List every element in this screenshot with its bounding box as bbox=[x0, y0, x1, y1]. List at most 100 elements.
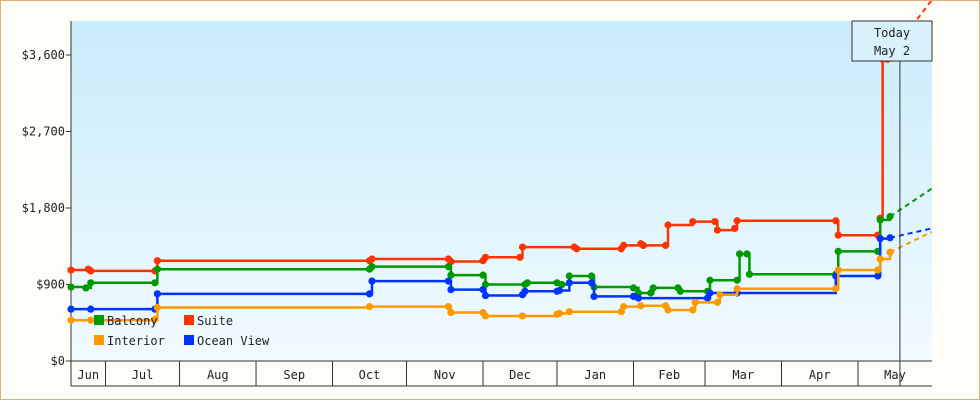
data-point[interactable] bbox=[365, 290, 374, 298]
data-point[interactable] bbox=[481, 312, 490, 320]
data-point[interactable] bbox=[629, 284, 638, 292]
data-point[interactable] bbox=[661, 241, 670, 249]
data-point[interactable] bbox=[518, 243, 527, 251]
data-point[interactable] bbox=[834, 247, 842, 255]
data-point[interactable] bbox=[587, 279, 596, 287]
data-point[interactable] bbox=[733, 217, 741, 225]
data-point[interactable] bbox=[590, 292, 598, 300]
data-point[interactable] bbox=[523, 279, 532, 287]
data-point[interactable] bbox=[735, 250, 744, 258]
data-point[interactable] bbox=[151, 315, 159, 323]
data-point[interactable] bbox=[87, 305, 95, 313]
legend-label: Balcony bbox=[107, 314, 158, 328]
y-tick-label: $3,600 bbox=[22, 48, 65, 62]
data-point[interactable] bbox=[565, 272, 573, 280]
y-axis: $0 $900 $1,800 $2,700 $3,600 bbox=[22, 21, 72, 368]
data-point[interactable] bbox=[620, 303, 628, 311]
data-point[interactable] bbox=[573, 245, 581, 253]
data-point[interactable] bbox=[479, 286, 487, 294]
data-point[interactable] bbox=[481, 291, 490, 300]
legend-swatch bbox=[184, 335, 194, 345]
data-point[interactable] bbox=[587, 272, 596, 280]
data-point[interactable] bbox=[151, 279, 159, 287]
data-point[interactable] bbox=[516, 253, 524, 261]
data-point[interactable] bbox=[832, 285, 840, 293]
data-point[interactable] bbox=[518, 312, 527, 320]
y-tick-label: $900 bbox=[36, 278, 65, 292]
data-point[interactable] bbox=[706, 276, 714, 284]
data-point[interactable] bbox=[689, 306, 697, 314]
data-point[interactable] bbox=[479, 271, 487, 279]
data-point[interactable] bbox=[637, 302, 645, 310]
legend-swatch bbox=[184, 315, 194, 325]
y-tick-label: $2,700 bbox=[22, 125, 65, 139]
data-point[interactable] bbox=[713, 298, 721, 306]
data-point[interactable] bbox=[153, 303, 161, 312]
data-point[interactable] bbox=[481, 253, 490, 261]
data-point[interactable] bbox=[555, 286, 564, 295]
month-label: Jun bbox=[77, 368, 99, 382]
data-point[interactable] bbox=[874, 266, 882, 274]
data-point[interactable] bbox=[87, 316, 95, 324]
data-point[interactable] bbox=[521, 287, 529, 295]
data-point[interactable] bbox=[876, 255, 884, 263]
data-point[interactable] bbox=[676, 287, 684, 295]
data-point[interactable] bbox=[447, 308, 455, 317]
legend-label: Ocean View bbox=[197, 334, 270, 348]
data-point[interactable] bbox=[153, 290, 161, 298]
data-point[interactable] bbox=[876, 216, 884, 224]
data-point[interactable] bbox=[368, 277, 376, 285]
data-point[interactable] bbox=[834, 231, 842, 239]
data-point[interactable] bbox=[67, 316, 75, 324]
data-point[interactable] bbox=[691, 298, 699, 306]
data-point[interactable] bbox=[447, 286, 455, 294]
data-point[interactable] bbox=[639, 241, 647, 249]
data-point[interactable] bbox=[716, 291, 724, 299]
data-point[interactable] bbox=[713, 226, 721, 234]
data-point[interactable] bbox=[731, 224, 739, 232]
data-point[interactable] bbox=[649, 284, 657, 292]
data-point[interactable] bbox=[444, 303, 453, 311]
data-point[interactable] bbox=[664, 221, 672, 229]
data-point[interactable] bbox=[565, 279, 573, 287]
data-point[interactable] bbox=[745, 270, 754, 278]
series-ocean-view bbox=[67, 227, 933, 313]
month-label: Sep bbox=[283, 368, 305, 382]
data-point[interactable] bbox=[555, 309, 564, 317]
data-point[interactable] bbox=[733, 276, 741, 284]
data-point[interactable] bbox=[82, 284, 90, 292]
data-point[interactable] bbox=[444, 277, 453, 285]
data-point[interactable] bbox=[834, 266, 842, 274]
data-point[interactable] bbox=[87, 279, 95, 287]
data-point[interactable] bbox=[876, 235, 884, 243]
legend-swatch bbox=[94, 335, 104, 345]
data-point[interactable] bbox=[733, 285, 741, 293]
data-point[interactable] bbox=[620, 241, 628, 249]
data-point[interactable] bbox=[664, 306, 672, 314]
month-label: Nov bbox=[434, 368, 456, 382]
data-point[interactable] bbox=[444, 263, 453, 271]
data-point[interactable] bbox=[368, 263, 376, 271]
data-point[interactable] bbox=[634, 294, 643, 302]
data-point[interactable] bbox=[153, 265, 161, 273]
data-point[interactable] bbox=[565, 308, 573, 316]
data-point[interactable] bbox=[67, 305, 75, 313]
data-point[interactable] bbox=[67, 283, 75, 291]
data-point[interactable] bbox=[67, 266, 75, 274]
data-point[interactable] bbox=[706, 289, 714, 297]
month-label: Jan bbox=[584, 368, 606, 382]
data-point[interactable] bbox=[711, 218, 719, 226]
data-point[interactable] bbox=[874, 272, 882, 280]
data-point[interactable] bbox=[447, 271, 455, 279]
data-point[interactable] bbox=[87, 267, 95, 275]
legend: Balcony Suite Interior Ocean View bbox=[94, 314, 270, 348]
data-point[interactable] bbox=[365, 303, 374, 311]
y-tick-label: $0 bbox=[51, 354, 65, 368]
data-point[interactable] bbox=[153, 257, 161, 265]
data-point[interactable] bbox=[689, 218, 697, 226]
data-point[interactable] bbox=[832, 217, 840, 225]
data-point[interactable] bbox=[743, 250, 751, 258]
data-point[interactable] bbox=[558, 280, 566, 289]
data-point[interactable] bbox=[368, 255, 376, 263]
